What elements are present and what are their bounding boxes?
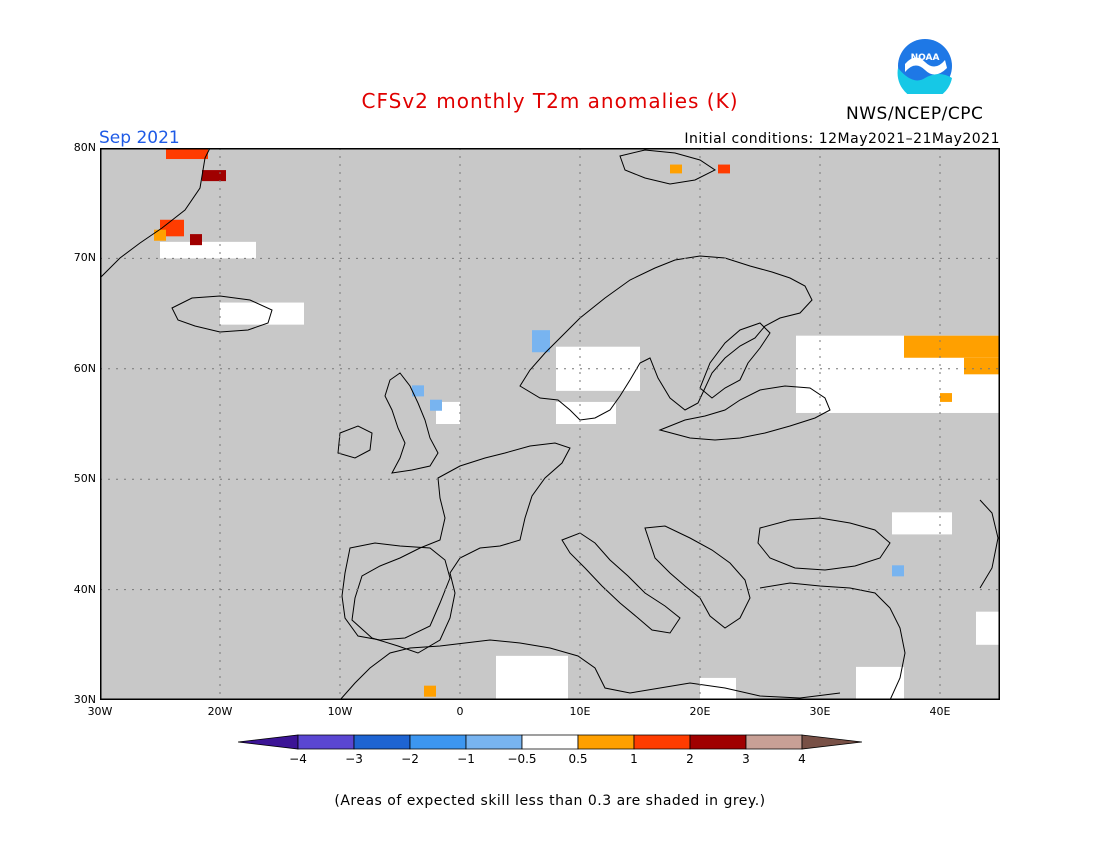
longitude-label: 30W [87,705,113,718]
neutral-cell [976,611,1000,645]
coastline-caspian [979,499,999,589]
colorbar-label: 4 [798,752,806,766]
colorbar-cell [633,734,691,750]
colorbar-cell [689,734,747,750]
neutral-cell [160,241,256,259]
anomaly-cell [904,335,1000,358]
coastline-svalbard [619,149,716,185]
initial-conditions: Initial conditions: 12May2021–21May2021 [684,131,1000,147]
anomaly-cell [166,148,208,160]
colorbar-label: −0.5 [507,752,537,766]
graticule [100,148,1000,700]
latitude-label: 70N [73,251,96,265]
anomaly-cell [532,330,550,353]
colorbar-label: −4 [289,752,307,766]
neutral-cell [496,655,568,700]
organization-label: NWS/NCEP/CPC [846,104,984,124]
latitude-label: 60N [73,361,96,375]
coastline-baltic [658,385,831,441]
coastline-ireland [337,425,373,459]
latitude-label: 50N [73,472,96,486]
coastline-north-africa [339,639,841,700]
longitude-label: 40E [929,705,951,718]
anomaly-cell-layer [154,148,1000,697]
colorbar-label: 2 [686,752,694,766]
anomaly-cell [424,685,436,697]
anomaly-cell [190,234,202,246]
colorbar-cell [745,734,803,750]
colorbar-label: 3 [742,752,750,766]
map-background [100,148,1000,700]
coastline-britain [384,372,439,474]
noaa-logo-text: NOAA [911,53,940,63]
colorbar-label: 0.5 [568,752,588,766]
coastline-italy [561,532,681,634]
coastline-greenland [100,148,211,279]
latitude-label: 30N [73,693,96,706]
coastline-anatolia [759,582,906,700]
colorbar-cell [297,734,355,750]
longitude-label: 20W [207,705,233,718]
anomaly-cell [964,357,1000,375]
map-frame [100,148,1000,700]
anomaly-cell [154,229,166,241]
coastline-scandinavia [519,255,813,421]
colorbar [238,734,862,750]
coastline-bothnia [699,322,771,399]
latitude-label: 40N [73,582,96,596]
colorbar-cell [353,734,411,750]
coastline-iberia [341,542,451,641]
longitude-label: 20E [689,705,711,718]
anomaly-cell [940,393,952,402]
colorbar-cell [577,734,635,750]
latitude-label: 80N [73,141,96,154]
colorbar-cell [409,734,467,750]
anomaly-map [100,148,1000,700]
anomaly-cell [412,385,424,397]
coastline-europe-west [351,442,571,654]
colorbar-label: −3 [345,752,363,766]
colorbar-label: −2 [401,752,419,766]
anomaly-cell [892,565,904,577]
neutral-cell [700,677,736,700]
neutral-cell [556,401,616,424]
map-title: CFSv2 monthly T2m anomalies (K) [361,89,739,113]
colorbar-cell [465,734,523,750]
colorbar-label: −1 [457,752,475,766]
anomaly-cell [718,164,730,174]
longitude-label: 0 [456,705,464,718]
anomaly-cell [670,164,682,174]
anomaly-cell [430,399,442,411]
noaa-logo: NOAA [897,39,952,94]
skill-footnote: (Areas of expected skill less than 0.3 a… [334,793,766,809]
neutral-cell [856,666,904,700]
coastlines [100,148,999,700]
neutral-cell [892,512,952,535]
coastline-balkans [644,525,751,629]
neutral-cell [220,302,304,325]
coastline-iceland [171,295,273,333]
colorbar-cell-min [238,734,299,750]
longitude-label: 10E [569,705,591,718]
longitude-label: 30E [809,705,831,718]
forecast-period: Sep 2021 [99,128,180,148]
colorbar-cell-max [801,734,862,750]
longitude-label: 10W [327,705,353,718]
anomaly-cell [202,170,226,182]
colorbar-cell [521,734,579,750]
colorbar-label: 1 [630,752,638,766]
